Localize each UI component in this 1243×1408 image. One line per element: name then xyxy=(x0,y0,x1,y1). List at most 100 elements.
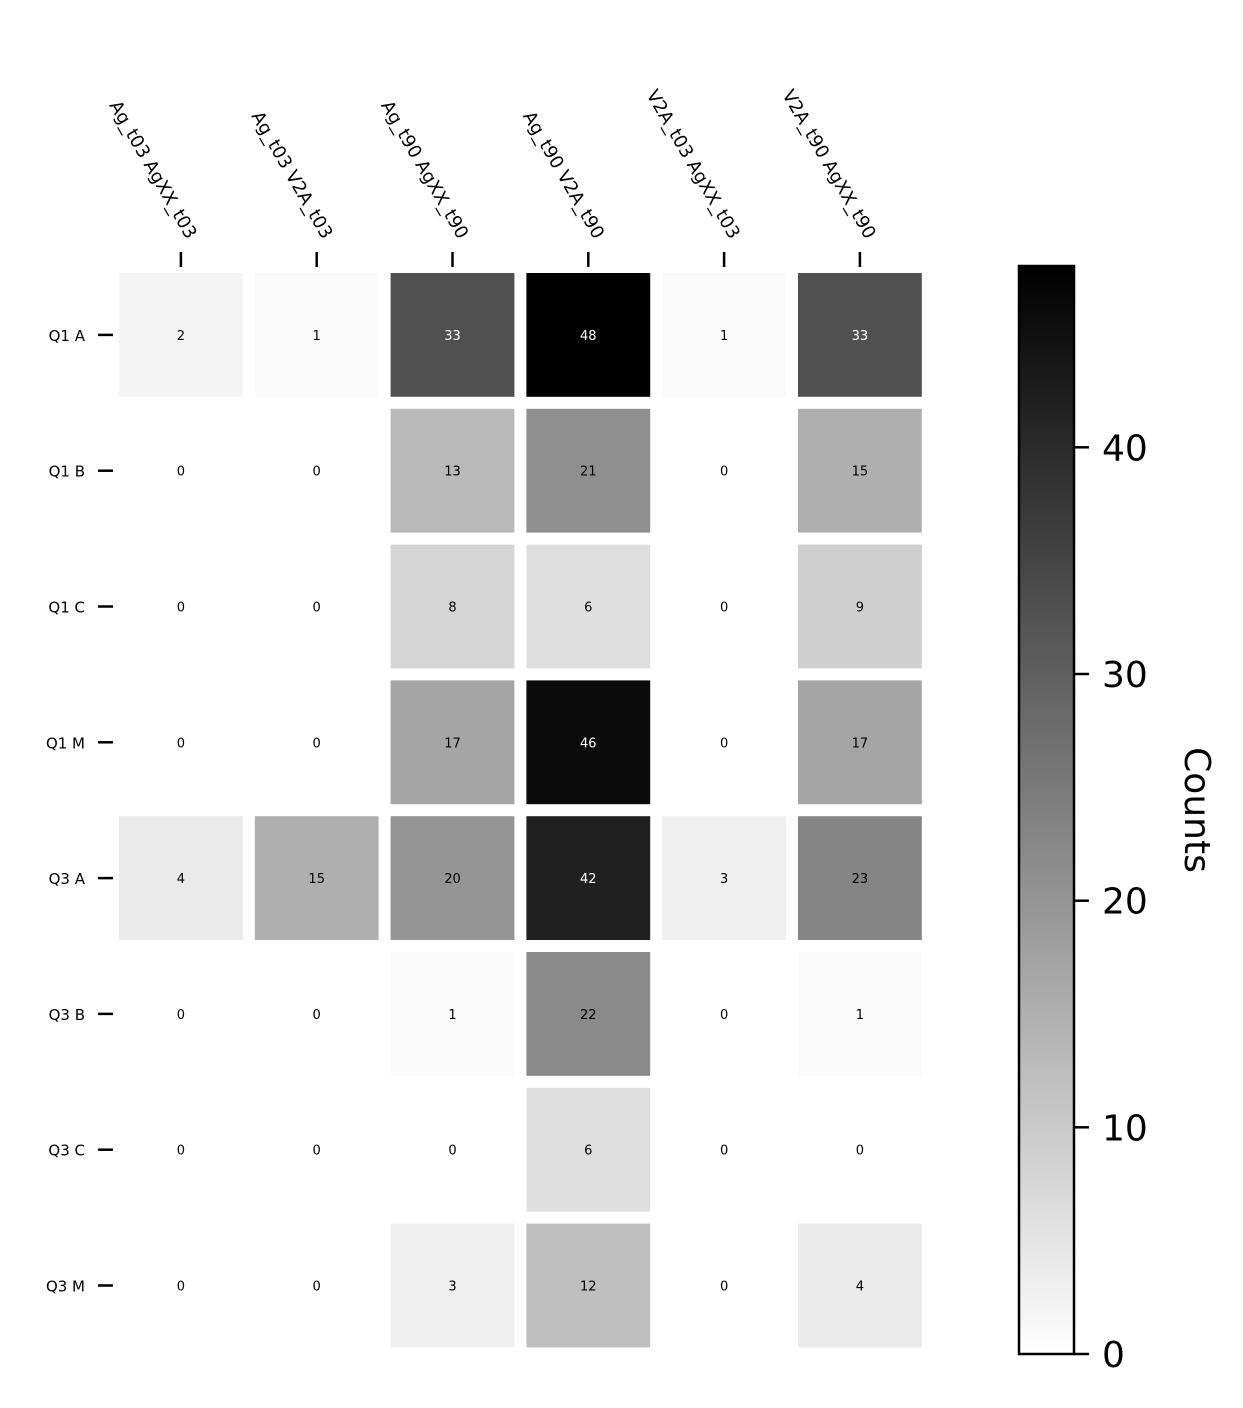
cell-value-label: 6 xyxy=(584,601,592,616)
heatmap-cell xyxy=(390,952,515,1076)
heatmap-cell xyxy=(254,816,379,940)
colorbar-tick-label: 10 xyxy=(1102,1108,1148,1149)
heatmap-cell xyxy=(798,544,922,669)
y-axis-tick-label: Q3 M xyxy=(46,1278,85,1296)
heatmap-cell xyxy=(662,680,786,805)
heatmap-cell xyxy=(119,680,243,805)
cell-value-label: 3 xyxy=(448,1280,456,1295)
cell-value-label: 15 xyxy=(308,872,325,887)
cell-value-label: 0 xyxy=(856,1144,864,1159)
heatmap-cell xyxy=(662,1223,786,1348)
heatmap-cell xyxy=(119,816,243,940)
cell-value-label: 0 xyxy=(720,601,728,616)
heatmap-cell xyxy=(254,273,379,397)
heatmap-cell xyxy=(390,273,515,397)
heatmap-cell xyxy=(390,1223,515,1348)
cell-value-label: 1 xyxy=(720,329,728,344)
heatmap-cell xyxy=(119,1087,243,1212)
y-axis-tick-label: Q1 C xyxy=(48,599,85,617)
heatmap-cell xyxy=(798,273,922,397)
cell-value-label: 0 xyxy=(720,1144,728,1159)
heatmap-cell xyxy=(390,816,515,940)
heatmap-cell xyxy=(798,1087,922,1212)
heatmap-cell xyxy=(798,680,922,805)
heatmap-cell xyxy=(798,1223,922,1348)
colorbar-label: Counts xyxy=(1176,747,1217,873)
heatmap-cell xyxy=(526,408,651,533)
heatmap-cell xyxy=(390,408,515,533)
heatmap-cells: 2 1 33 48 1 330 0 13 21 0 150 0 8 6 0 90 0 17 46 0 174 15 20 42… xyxy=(119,273,922,1348)
y-axis-tick-label: Q3 B xyxy=(49,1006,85,1024)
cell-value-label: 0 xyxy=(177,736,185,751)
heatmap-cell xyxy=(254,544,379,669)
cell-value-label: 0 xyxy=(177,1144,185,1159)
cell-value-label: 33 xyxy=(444,329,461,344)
cell-value-label: 0 xyxy=(720,736,728,751)
cell-value-label: 0 xyxy=(313,1144,321,1159)
y-axis-tick-label: Q1 B xyxy=(49,463,85,481)
cell-value-label: 22 xyxy=(580,1008,597,1023)
cell-value-label: 17 xyxy=(852,736,869,751)
cell-value-label: 0 xyxy=(177,601,185,616)
heatmap-cell xyxy=(798,952,922,1076)
colorbar-ticks: 0 10 20 30 40 xyxy=(1074,428,1148,1376)
x-axis-tick-label: Ag_t90 V2A_t90 xyxy=(518,108,608,243)
y-axis-tick-label: Q3 C xyxy=(48,1142,85,1160)
cell-value-label: 6 xyxy=(584,1144,592,1159)
cell-value-label: 8 xyxy=(448,601,456,616)
cell-value-label: 0 xyxy=(177,465,185,480)
heatmap-cell xyxy=(119,408,243,533)
heatmap-cell xyxy=(390,1087,515,1212)
cell-value-label: 17 xyxy=(444,736,461,751)
heatmap-cell xyxy=(662,273,786,397)
x-axis-tick-label: Ag_t90 AgXX_t90 xyxy=(376,97,472,242)
cell-value-label: 12 xyxy=(580,1280,597,1295)
heatmap-cell xyxy=(390,680,515,805)
heatmap-cell xyxy=(662,816,786,940)
x-axis-tick-labels: Ag_t03 AgXX_t03 Ag_t03 V2A_t03 Ag_t90 AgXX… xyxy=(105,86,880,267)
heatmap-cell xyxy=(254,680,379,805)
cell-value-label: 0 xyxy=(313,1280,321,1295)
cell-value-label: 2 xyxy=(177,329,185,344)
cell-value-label: 15 xyxy=(852,465,869,480)
colorbar: 0 10 20 30 40 Counts xyxy=(1017,264,1217,1376)
cell-value-label: 0 xyxy=(177,1280,185,1295)
cell-value-label: 0 xyxy=(448,1144,456,1159)
heatmap-cell xyxy=(254,952,379,1076)
heatmap-cell xyxy=(119,952,243,1076)
cell-value-label: 4 xyxy=(856,1280,864,1295)
x-axis-tick-label: V2A_t03 AgXX_t03 xyxy=(642,86,744,242)
cell-value-label: 0 xyxy=(313,465,321,480)
cell-value-label: 42 xyxy=(580,872,597,887)
x-axis-tick-label: Ag_t03 AgXX_t03 xyxy=(105,97,201,242)
cell-value-label: 3 xyxy=(720,872,728,887)
heatmap-cell xyxy=(662,544,786,669)
y-axis-tick-label: Q1 M xyxy=(46,734,85,752)
heatmap-cell xyxy=(526,544,651,669)
heatmap-cell xyxy=(526,273,651,397)
cell-value-label: 0 xyxy=(720,1008,728,1023)
cell-value-label: 33 xyxy=(852,329,869,344)
x-axis-tick-label: V2A_t90 AgXX_t90 xyxy=(777,86,879,242)
colorbar-tick-label: 30 xyxy=(1102,655,1148,696)
cell-value-label: 0 xyxy=(720,465,728,480)
colorbar-tick-label: 0 xyxy=(1102,1335,1125,1376)
heatmap-cell xyxy=(526,816,651,940)
cell-value-label: 1 xyxy=(448,1008,456,1023)
cell-value-label: 23 xyxy=(852,872,869,887)
cell-value-label: 0 xyxy=(313,736,321,751)
heatmap-cell xyxy=(254,1223,379,1348)
heatmap-cell xyxy=(798,408,922,533)
cell-value-label: 1 xyxy=(856,1008,864,1023)
y-axis-tick-label: Q3 A xyxy=(49,870,86,888)
colorbar-tick-label: 20 xyxy=(1102,882,1148,923)
heatmap-cell xyxy=(119,1223,243,1348)
cell-value-label: 1 xyxy=(313,329,321,344)
heatmap-cell xyxy=(390,544,515,669)
heatmap-cell xyxy=(798,816,922,940)
heatmap-cell xyxy=(662,1087,786,1212)
heatmap-cell xyxy=(254,408,379,533)
cell-value-label: 20 xyxy=(444,872,461,887)
heatmap-cell xyxy=(526,952,651,1076)
